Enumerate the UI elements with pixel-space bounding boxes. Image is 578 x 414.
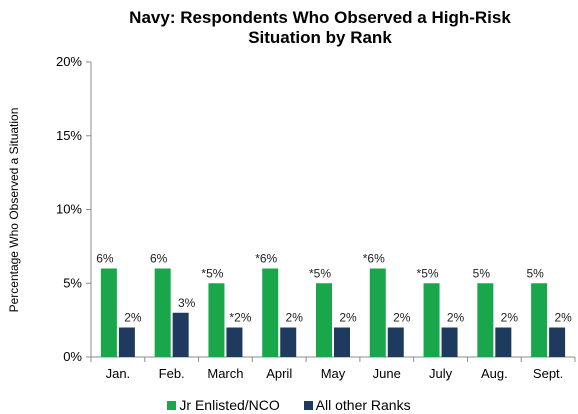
bar-all-other-ranks-may bbox=[334, 327, 350, 357]
data-label-jr-enlisted-nco-april: *6% bbox=[255, 252, 277, 266]
y-tick-label: 10% bbox=[56, 202, 82, 217]
chart-title-line-2: Situation by Rank bbox=[248, 28, 392, 47]
data-label-jr-enlisted-nco-march: *5% bbox=[201, 266, 223, 280]
chart-title-line-1: Navy: Respondents Who Observed a High-Ri… bbox=[129, 8, 511, 27]
y-tick-label: 5% bbox=[63, 275, 82, 290]
bar-all-other-ranks-march bbox=[226, 327, 243, 357]
bar-jr-enlisted-nco-aug bbox=[477, 283, 494, 357]
x-tick-label-june: June bbox=[373, 366, 401, 381]
bar-jr-enlisted-nco-march bbox=[208, 283, 225, 357]
legend-item-other-ranks: All other Ranks bbox=[303, 397, 411, 414]
data-label-all-other-ranks-feb: 3% bbox=[178, 296, 196, 310]
bar-all-other-ranks-aug bbox=[495, 327, 512, 357]
x-tick-label-april: April bbox=[266, 366, 292, 381]
data-label-jr-enlisted-nco-june: *6% bbox=[363, 252, 385, 266]
bar-jr-enlisted-nco-july bbox=[423, 283, 440, 357]
legend-label-jr-enlisted: Jr Enlisted/NCO bbox=[179, 397, 280, 414]
data-label-all-other-ranks-aug: 2% bbox=[501, 311, 519, 325]
data-label-jr-enlisted-nco-sept: 5% bbox=[526, 266, 544, 280]
bar-jr-enlisted-nco-may bbox=[316, 283, 332, 357]
legend: Jr Enlisted/NCO All other Ranks bbox=[0, 396, 578, 413]
data-label-all-other-ranks-july: 2% bbox=[447, 311, 465, 325]
x-tick-label-may: May bbox=[321, 366, 346, 381]
bar-all-other-ranks-feb bbox=[172, 312, 189, 357]
x-tick-label-jan: Jan. bbox=[106, 366, 131, 381]
data-label-all-other-ranks-april: 2% bbox=[286, 311, 304, 325]
x-tick-label-feb: Feb. bbox=[159, 366, 185, 381]
data-label-all-other-ranks-may: 2% bbox=[339, 311, 357, 325]
data-label-all-other-ranks-march: *2% bbox=[229, 311, 251, 325]
bar-jr-enlisted-nco-feb bbox=[154, 268, 171, 357]
bar-all-other-ranks-april bbox=[280, 327, 297, 357]
x-tick-label-march: March bbox=[207, 366, 243, 381]
bar-all-other-ranks-june bbox=[387, 327, 404, 357]
legend-label-other-ranks: All other Ranks bbox=[315, 397, 411, 414]
legend-swatch-jr-enlisted bbox=[167, 401, 177, 411]
bar-jr-enlisted-nco-april bbox=[262, 268, 279, 357]
data-label-all-other-ranks-june: 2% bbox=[393, 311, 411, 325]
data-label-jr-enlisted-nco-feb: 6% bbox=[150, 252, 168, 266]
data-label-jr-enlisted-nco-july: *5% bbox=[417, 266, 439, 280]
bar-jr-enlisted-nco-sept bbox=[531, 283, 548, 357]
y-tick-label: 15% bbox=[56, 128, 82, 143]
bar-all-other-ranks-sept bbox=[549, 327, 566, 357]
y-tick-label: 20% bbox=[56, 54, 82, 69]
y-tick-label: 0% bbox=[63, 349, 82, 364]
data-label-all-other-ranks-jan: 2% bbox=[124, 311, 142, 325]
bar-chart: 0% 5% 10% 15% 20% Jan. 6% 2% Feb. 6% 3% March *5% *2%… bbox=[56, 54, 576, 381]
bar-all-other-ranks-jan bbox=[118, 327, 135, 357]
bar-jr-enlisted-nco-jan bbox=[100, 268, 117, 357]
data-label-jr-enlisted-nco-jan: 6% bbox=[96, 252, 114, 266]
x-tick-label-july: July bbox=[429, 366, 453, 381]
bar-all-other-ranks-july bbox=[441, 327, 458, 357]
legend-swatch-other-ranks bbox=[303, 401, 313, 411]
data-label-jr-enlisted-nco-may: *5% bbox=[309, 266, 331, 280]
x-tick-label-sept: Sept. bbox=[533, 366, 563, 381]
chart-title: Navy: Respondents Who Observed a High-Ri… bbox=[60, 8, 578, 48]
data-label-jr-enlisted-nco-aug: 5% bbox=[473, 266, 491, 280]
legend-item-jr-enlisted: Jr Enlisted/NCO bbox=[167, 397, 280, 414]
bar-jr-enlisted-nco-june bbox=[369, 268, 386, 357]
data-label-all-other-ranks-sept: 2% bbox=[554, 311, 572, 325]
x-tick-label-aug: Aug. bbox=[481, 366, 508, 381]
